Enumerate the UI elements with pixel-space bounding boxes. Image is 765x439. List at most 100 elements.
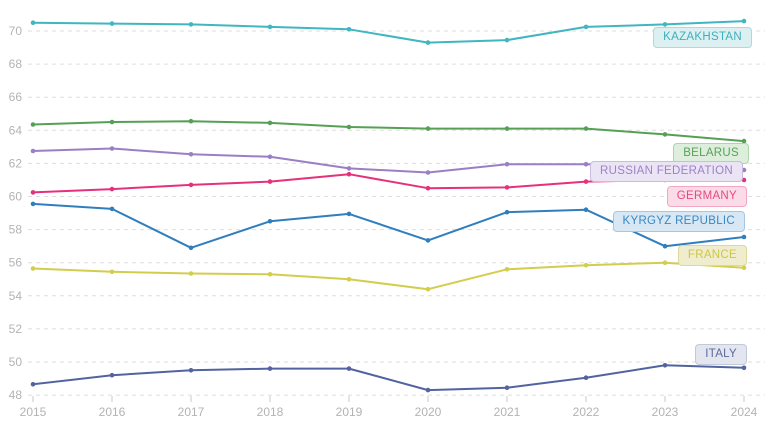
data-point [188, 22, 194, 27]
y-axis-tick-label: 58 [9, 223, 23, 237]
data-point [425, 286, 431, 292]
y-axis-tick-label: 70 [9, 24, 23, 38]
data-point [188, 245, 194, 251]
data-point [662, 260, 668, 266]
data-point [346, 171, 352, 177]
y-axis-tick-label: 64 [9, 123, 23, 137]
y-axis-tick-label: 66 [9, 90, 23, 104]
x-axis-tick-label: 2017 [178, 405, 205, 419]
data-point [109, 146, 115, 151]
data-point [662, 243, 668, 249]
x-axis-tick-label: 2022 [573, 405, 600, 419]
data-point [267, 179, 273, 184]
y-axis-tick-label: 50 [9, 355, 23, 369]
data-point [188, 368, 194, 373]
data-point [741, 265, 747, 271]
data-point [109, 21, 115, 26]
series-label-kyrgyz-republic[interactable]: KYRGYZ REPUBLIC [612, 211, 745, 232]
data-point [346, 27, 352, 32]
data-point [267, 24, 273, 30]
data-point [583, 24, 589, 30]
data-point [425, 170, 431, 175]
data-point [267, 272, 273, 277]
data-point [188, 271, 194, 276]
series-label-germany[interactable]: GERMANY [666, 186, 747, 207]
data-point [425, 387, 431, 393]
data-point [425, 40, 431, 45]
data-point [504, 267, 510, 272]
data-point [583, 207, 589, 212]
x-axis-tick-label: 2015 [20, 405, 47, 419]
data-point [504, 209, 510, 215]
data-point [188, 182, 194, 188]
data-point [267, 219, 273, 224]
data-point [741, 234, 747, 240]
x-axis-tick-label: 2016 [99, 405, 126, 419]
series-line-kazakhstan [32, 20, 745, 44]
data-point [741, 138, 747, 144]
data-point [346, 124, 352, 130]
data-point [741, 18, 747, 24]
data-point [109, 186, 115, 192]
data-point [30, 20, 36, 26]
data-point [662, 22, 668, 27]
y-axis-tick-label: 62 [9, 156, 23, 170]
data-point [109, 206, 115, 212]
series-label-russian-federation[interactable]: RUSSIAN FEDERATION [590, 161, 743, 182]
data-point [30, 382, 36, 387]
data-point [267, 366, 273, 371]
data-point [30, 122, 36, 127]
x-axis-tick-label: 2020 [415, 405, 442, 419]
data-point [425, 126, 431, 131]
data-point [188, 118, 194, 124]
data-point [504, 126, 510, 131]
x-axis-tick-label: 2021 [494, 405, 521, 419]
series-line-belarus [32, 120, 745, 143]
y-axis-tick-label: 54 [9, 289, 23, 303]
data-point [583, 161, 589, 167]
x-axis-tick-label: 2019 [336, 405, 363, 419]
data-point [504, 161, 510, 167]
data-point [662, 363, 668, 368]
data-point [188, 152, 194, 157]
y-axis-tick-label: 52 [9, 322, 23, 336]
y-axis-tick-label: 68 [9, 57, 23, 71]
y-axis-tick-label: 56 [9, 256, 23, 270]
data-point [504, 37, 510, 43]
data-point [346, 211, 352, 217]
y-axis-tick-label: 48 [9, 388, 23, 402]
x-axis-tick-label: 2023 [652, 405, 679, 419]
data-point [583, 262, 589, 268]
x-axis-tick-label: 2018 [257, 405, 284, 419]
data-point [662, 132, 668, 137]
data-point [346, 366, 352, 371]
data-point [583, 375, 589, 381]
data-point [346, 277, 352, 282]
series-label-france[interactable]: FRANCE [677, 245, 747, 266]
data-point [30, 148, 36, 154]
data-point [267, 120, 273, 126]
data-point [425, 238, 431, 243]
data-point [109, 372, 115, 378]
series-line-france [32, 261, 745, 291]
data-point [346, 166, 352, 171]
data-point [425, 185, 431, 191]
data-point [30, 201, 36, 207]
data-point [504, 385, 510, 391]
data-point [267, 154, 273, 160]
data-point [30, 190, 36, 195]
series-line-italy [32, 364, 745, 392]
data-point [30, 266, 36, 271]
data-point [583, 126, 589, 131]
x-axis-tick-label: 2024 [731, 405, 758, 419]
data-point [741, 365, 747, 371]
series-label-italy[interactable]: ITALY [695, 344, 747, 365]
y-axis-tick-label: 60 [9, 190, 23, 204]
data-point [504, 185, 510, 190]
data-point [109, 119, 115, 125]
series-label-kazakhstan[interactable]: KAZAKHSTAN [653, 27, 752, 48]
data-point [109, 269, 115, 275]
data-point [583, 179, 589, 184]
